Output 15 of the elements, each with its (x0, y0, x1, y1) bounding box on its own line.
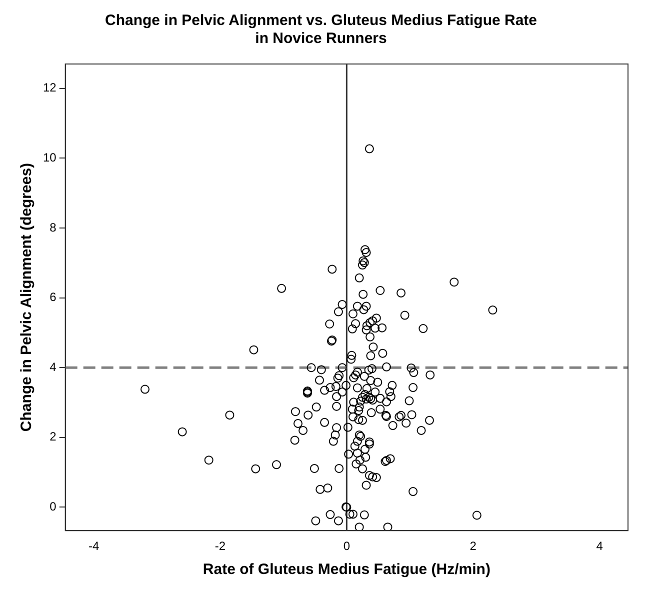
x-tick-label: 0 (343, 539, 350, 554)
y-tick-label: 8 (50, 220, 57, 234)
x-tick-label: -4 (88, 539, 100, 554)
x-axis-title: Rate of Gluteus Medius Fatigue (Hz/min) (202, 561, 490, 578)
y-tick-label: 4 (50, 360, 57, 374)
y-axis-title: Change in Pelvic Alignment (degrees) (18, 162, 36, 432)
y-tick-label: 10 (42, 150, 57, 165)
x-tick-label: -2 (214, 539, 226, 554)
x-tick-label: 2 (470, 539, 477, 554)
y-tick-label: 0 (50, 500, 57, 514)
x-tick-label: 4 (596, 539, 604, 554)
y-tick-label: 12 (42, 80, 57, 95)
chart-title: Change in Pelvic Alignment vs. Gluteus Medius Fatigue Rate in Novice Runners (104, 12, 538, 48)
y-tick-label: 6 (50, 290, 57, 304)
y-tick-label: 2 (50, 430, 57, 444)
